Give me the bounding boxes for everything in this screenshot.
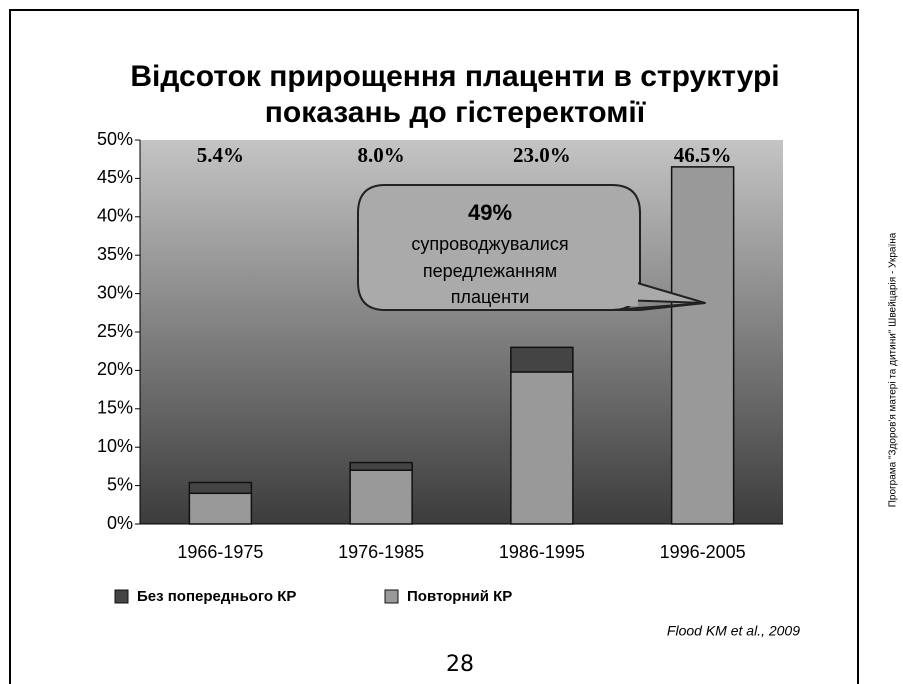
x-tick-label: 1976-1985 (338, 542, 424, 562)
bar-segment (188, 492, 253, 525)
y-tick-label: 30% (97, 282, 133, 302)
legend-label: Без попереднього КР (137, 588, 296, 605)
total-label: 46.5% (674, 143, 732, 167)
x-tick-label: 1996-2005 (660, 542, 746, 562)
y-tick-label: 25% (97, 321, 133, 341)
side-note: Програма "Здоров'я матері та дитини" Шве… (888, 232, 899, 507)
callout-text: плаценти (451, 287, 530, 307)
callout-headline: 49% (468, 200, 512, 225)
chart-title: Відсоток прирощення плаценти в структурі (130, 60, 779, 93)
bar-segment (670, 166, 735, 525)
bar-segment (349, 469, 413, 525)
page-number: 28 (446, 652, 474, 677)
callout-text: супроводжувалися (411, 234, 568, 254)
y-tick-label: 40% (97, 206, 133, 226)
x-tick-label: 1986-1995 (499, 542, 585, 562)
callout-cover (598, 268, 638, 306)
y-tick-label: 0% (107, 513, 133, 533)
total-label: 23.0% (513, 143, 571, 167)
y-tick-label: 35% (97, 244, 133, 264)
y-tick-label: 20% (97, 359, 133, 379)
y-tick-label: 50% (97, 129, 133, 149)
bar-segment (510, 371, 574, 525)
legend-swatch (384, 589, 399, 604)
y-tick-label: 15% (97, 398, 133, 418)
y-tick-label: 45% (97, 167, 133, 187)
total-label: 5.4% (197, 143, 244, 167)
bar-segment (349, 461, 413, 471)
callout-text: передлежанням (423, 261, 557, 281)
callout: 49% супроводжувалися передлежанням плаце… (357, 184, 706, 311)
chart-title: показань до гістеректомії (265, 96, 646, 129)
source: Flood KM et al., 2009 (667, 623, 800, 639)
legend-swatch (114, 589, 129, 604)
legend-label: Повторний КР (407, 588, 512, 605)
bar-segment (188, 481, 253, 495)
total-label: 8.0% (358, 143, 405, 167)
y-tick-label: 10% (97, 436, 133, 456)
y-tick-label: 5% (107, 474, 133, 494)
x-tick-label: 1966-1975 (177, 542, 263, 562)
slide-frame (9, 9, 859, 684)
bar-segment (510, 346, 574, 373)
